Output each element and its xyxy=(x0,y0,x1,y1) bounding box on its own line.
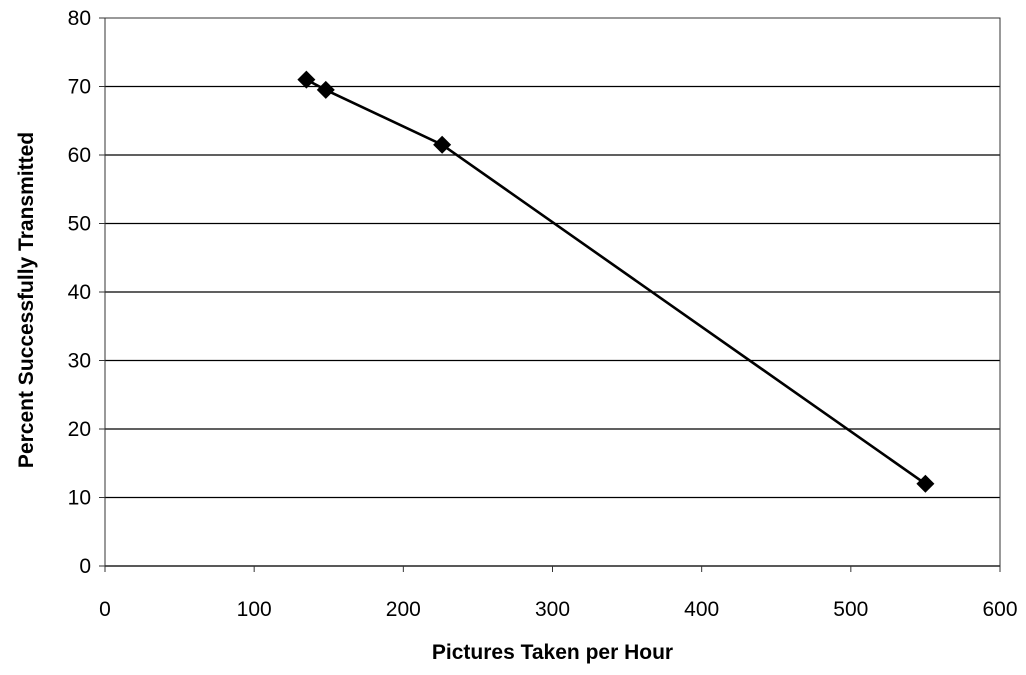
x-tick-label: 100 xyxy=(237,598,272,621)
y-tick-label: 20 xyxy=(68,418,91,441)
data-point-0 xyxy=(297,70,316,89)
x-tick-label: 600 xyxy=(982,598,1017,621)
x-tick-label: 500 xyxy=(833,598,868,621)
y-tick-label: 30 xyxy=(68,350,91,373)
x-axis-ticks: 0 100 200 300 400 500 600 xyxy=(99,566,1018,621)
y-tick-label: 50 xyxy=(68,213,91,236)
y-tick-label: 60 xyxy=(68,144,91,167)
x-axis-title: Pictures Taken per Hour xyxy=(432,641,673,664)
x-tick-label: 300 xyxy=(535,598,570,621)
data-point-3 xyxy=(916,474,935,493)
gridlines xyxy=(105,85,1000,567)
data-point-1 xyxy=(316,80,335,99)
series-line xyxy=(305,78,927,485)
x-tick-label: 400 xyxy=(684,598,719,621)
y-tick-label: 80 xyxy=(68,7,91,30)
y-tick-label: 0 xyxy=(79,555,91,578)
y-axis-title: Percent Successfully Transmitted xyxy=(15,132,38,468)
y-tick-label: 70 xyxy=(68,76,91,99)
y-tick-label: 40 xyxy=(68,281,91,304)
x-tick-label: 0 xyxy=(99,598,111,621)
series xyxy=(297,70,935,493)
y-tick-label: 10 xyxy=(68,487,91,510)
data-point-2 xyxy=(433,135,452,154)
x-tick-label: 200 xyxy=(386,598,421,621)
y-axis-ticks: 0 10 20 30 40 50 60 70 80 xyxy=(68,7,105,578)
